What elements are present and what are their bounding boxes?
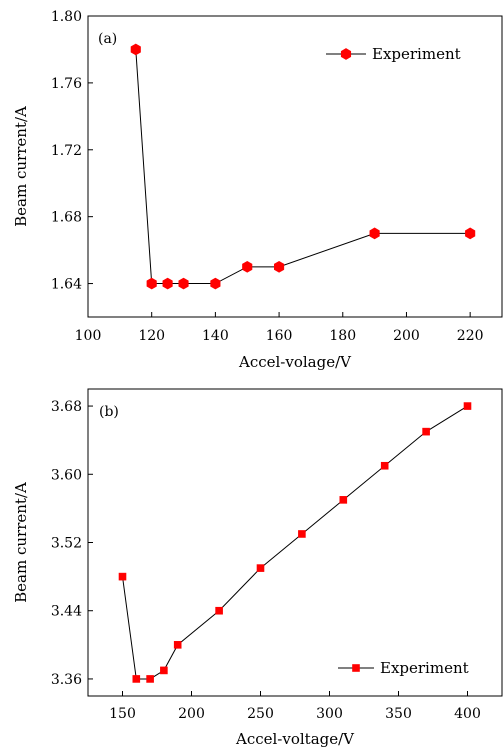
chart-b-data-point (160, 666, 168, 675)
chart-a: 100 120 140 160 180 200 220 1.64 1.68 1.72 1.76 1.8… (12, 9, 503, 371)
chart-b-ytick-label: 3.60 (51, 467, 82, 483)
chart-a-xtick-label: 200 (393, 328, 420, 344)
chart-b-data-point (380, 461, 389, 470)
chart-a-ytick-label: 1.80 (51, 9, 82, 25)
chart-b-xtick-label: 350 (385, 706, 412, 722)
chart-a-data-point (274, 260, 285, 273)
chart-a-y-axis-label: Beam current/A (12, 106, 30, 227)
chart-b-xtick-label: 250 (247, 706, 274, 722)
chart-b-data-point (215, 606, 223, 615)
chart-b-x-axis-label: Accel-voltage/V (235, 730, 355, 748)
chart-b-data-point (132, 675, 141, 683)
chart-b-xtick-label: 400 (454, 706, 481, 722)
chart-b-legend-label: Experiment (380, 659, 469, 677)
chart-b-panel-label: (b) (99, 404, 119, 420)
chart-b-legend-marker (352, 664, 360, 672)
chart-a-xtick-label: 180 (329, 328, 356, 344)
chart-b-ytick-label: 3.68 (51, 399, 82, 415)
chart-a-ytick-label: 1.72 (51, 143, 82, 159)
chart-a-xtick-label: 120 (138, 328, 165, 344)
chart-b-y-axis-label: Beam current/A (12, 482, 30, 603)
chart-b-xtick-label: 300 (316, 706, 343, 722)
chart-a-data-point (130, 43, 141, 56)
chart-b-data-point (339, 496, 348, 504)
chart-b-data-point (146, 675, 154, 683)
chart-a-xtick-label: 140 (202, 328, 229, 344)
chart-b-plot-frame (87, 388, 503, 697)
chart-a-legend-label: Experiment (372, 45, 461, 63)
chart-a-data-point (146, 277, 157, 290)
chart-b-ytick-label: 3.52 (51, 536, 82, 552)
chart-a-plot-frame (87, 15, 503, 318)
chart-a-data-point (465, 227, 476, 240)
chart-b-series-line (122, 405, 468, 680)
chart-a-x-axis-label: Accel-volage/V (238, 353, 352, 371)
chart-a-data-point (369, 227, 380, 240)
chart-b-data-point (422, 427, 430, 436)
chart-b-data-point (256, 564, 265, 572)
chart-a-data-point (210, 277, 221, 290)
chart-a-xtick-label: 160 (266, 328, 293, 344)
chart-b-data-point (463, 402, 472, 410)
chart-a-data-point (242, 260, 253, 273)
chart-a-ytick-label: 1.76 (51, 76, 82, 92)
chart-b-data-point (118, 572, 127, 581)
chart-a-data-point (162, 277, 173, 290)
chart-a-data-point (178, 277, 189, 290)
chart-a-panel-label: (a) (98, 31, 117, 47)
chart-b-ytick-label: 3.36 (51, 672, 82, 688)
chart-b: 150 200 250 300 350 400 3.36 3.44 3.52 3.60 3.68 Ac… (12, 388, 503, 748)
chart-a-legend-marker (340, 48, 352, 60)
chart-a-ytick-label: 1.64 (51, 277, 82, 293)
chart-a-ytick-label: 1.68 (51, 210, 82, 226)
chart-b-ytick-label: 3.44 (51, 604, 82, 620)
chart-b-xtick-label: 150 (109, 706, 136, 722)
chart-a-series-line (135, 49, 471, 285)
chart-b-data-point (298, 530, 306, 538)
chart-a-xtick-label: 100 (75, 328, 102, 344)
chart-b-xtick-label: 200 (178, 706, 205, 722)
chart-a-xtick-label: 220 (457, 328, 484, 344)
chart-b-data-point (173, 641, 182, 649)
